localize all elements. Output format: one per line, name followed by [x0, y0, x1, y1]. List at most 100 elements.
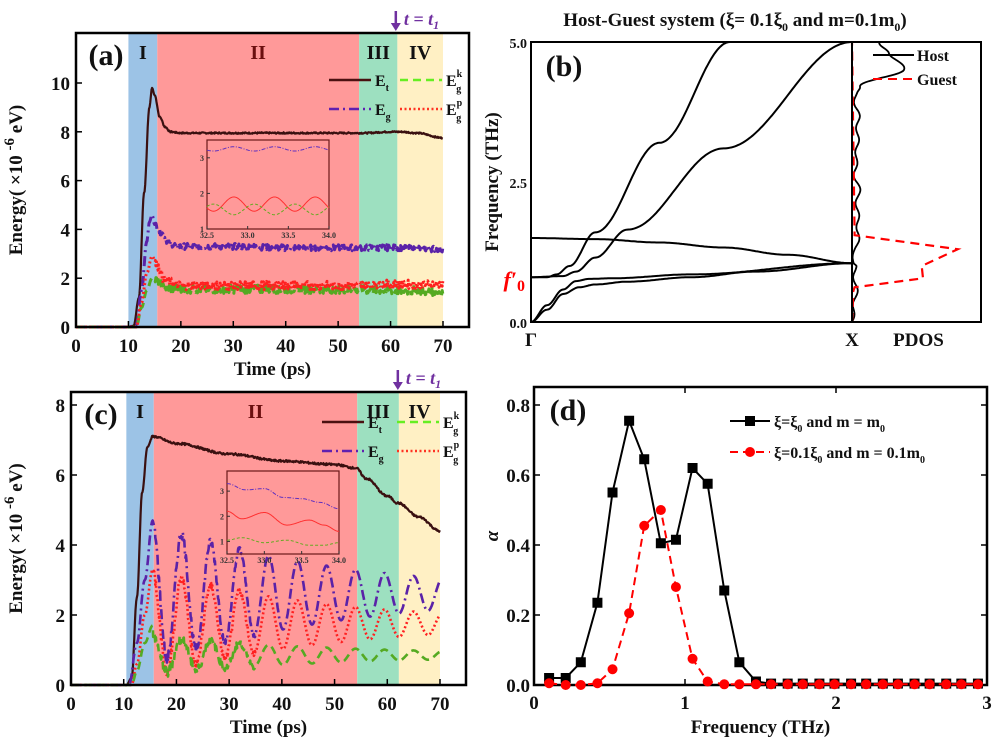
x-tick-label: 50: [325, 694, 344, 715]
data-point-circle: [766, 679, 777, 690]
x-tick-label: 50: [329, 336, 348, 357]
inset-xtick-label: 32.5: [220, 556, 234, 565]
pdos-guest: [850, 41, 962, 323]
data-point-square: [544, 673, 555, 683]
inset-frame: [226, 470, 340, 555]
inset-series-Egk: [206, 203, 330, 216]
x-tick-label: 1: [680, 693, 690, 714]
y-label-unit: eV): [6, 463, 27, 496]
band-steep-2: [531, 41, 852, 279]
series-Egp: [70, 568, 441, 687]
legend-sub: g: [453, 426, 458, 437]
data-point-circle: [719, 679, 730, 690]
y-tick-label: 0.8: [506, 396, 530, 417]
y-tick-label: 8: [61, 123, 71, 144]
y-axis-label: Energy( ×10 -6 eV): [2, 105, 27, 256]
data-point-circle: [924, 679, 935, 690]
y-axis-label: Energy( ×10 -6 eV): [2, 463, 27, 614]
data-point-square: [655, 538, 666, 549]
x-tick-label: 60: [378, 694, 397, 715]
y-tick-label: 0: [56, 676, 66, 697]
data-point-circle: [575, 680, 586, 690]
y-tick-label: 8: [56, 396, 66, 417]
inset-ytick-label: 1: [220, 537, 224, 546]
data-point-square: [624, 415, 635, 426]
legend-marker-2: [745, 447, 755, 457]
x-tick-label: 40: [276, 336, 295, 357]
y-tick-label: 0.2: [506, 606, 530, 627]
chart-title: Host-Guest system (ξ= 0.1ξ0 and m=0.1m0): [563, 10, 907, 34]
y-tick-label: 0: [61, 318, 71, 339]
y-tick-label: 2: [61, 269, 71, 290]
data-point-circle: [592, 678, 603, 689]
legend-label-1: ξ=ξ0 and m = m0: [774, 414, 885, 435]
legend-part: and m = m: [802, 414, 880, 431]
inset-series-Egp: [226, 510, 340, 532]
t1-label: t = t1: [406, 368, 441, 391]
x-tick-label: 70: [431, 694, 450, 715]
region-IV: [397, 33, 443, 327]
data-point-circle: [670, 582, 681, 592]
legend-sub: t: [386, 83, 390, 94]
t1-label: t = t1: [404, 9, 439, 32]
legend-sub: t: [379, 425, 383, 436]
x-axis-label: Time (ps): [234, 359, 311, 380]
x-tick-label: 30: [220, 694, 239, 715]
region-label-III: III: [367, 42, 391, 64]
y-tick-label: 0.0: [510, 317, 528, 332]
series-Et: [75, 86, 444, 329]
data-point-square: [719, 585, 730, 596]
f0-label: f′0: [503, 267, 525, 295]
band-flat-guest: [531, 237, 852, 265]
data-point-circle: [734, 679, 745, 690]
x-tick-gamma: Γ: [525, 330, 537, 351]
y-label-exp: -6: [2, 137, 18, 150]
panel-b: Host-Guest system (ξ= 0.1ξ0 and m=0.1m0)…: [482, 10, 982, 351]
y-tick-label: 2: [56, 606, 66, 627]
region-label-IV: IV: [408, 401, 431, 423]
region-label-I: I: [136, 401, 144, 423]
legend-sup: k: [457, 69, 463, 80]
legend-label-3: Ep g: [446, 98, 463, 124]
t1-arrow-head: [392, 382, 403, 390]
legend-sup: k: [454, 411, 460, 422]
x-tick-label: 40: [272, 694, 291, 715]
panel-label: (b): [546, 50, 583, 83]
data-point-circle: [687, 653, 698, 664]
inset-series-Eg: [206, 146, 330, 152]
band-acoustic-low: [530, 262, 852, 323]
panel-label: (c): [84, 398, 117, 431]
data-point-circle: [655, 505, 666, 515]
legend-part: 0: [817, 455, 822, 466]
legend-label-host: Host: [917, 48, 950, 65]
data-point-circle: [892, 679, 903, 690]
inset-xtick-label: 34.0: [322, 231, 336, 240]
data-point-square: [687, 463, 698, 473]
t1-sub: 1: [435, 377, 441, 391]
legend-part: and m = 0.1m: [822, 445, 920, 462]
title-sub: 0: [782, 20, 788, 34]
x-tick-label: 10: [114, 694, 133, 715]
data-point-square: [607, 487, 618, 498]
region-label-IV: IV: [409, 42, 432, 64]
inset-ytick-label: 1: [200, 225, 204, 234]
region-II: [157, 33, 360, 327]
pdos-host: [851, 41, 906, 323]
inset-xtick-label: 33.5: [295, 556, 309, 565]
legend-part: 0: [880, 424, 885, 435]
data-point-circle: [909, 679, 920, 690]
legend-label-2: ξ=0.1ξ0 and m = 0.1m0: [774, 445, 925, 466]
x-axis-label: Time (ps): [230, 717, 307, 738]
legend-sub: g: [453, 455, 458, 466]
legend-label-guest: Guest: [917, 72, 958, 89]
data-point-circle: [829, 679, 840, 690]
y-tick-label: 2.5: [510, 177, 528, 192]
pdos-frame: [851, 41, 982, 323]
pdos-label: PDOS: [893, 330, 944, 351]
inset-ytick-label: 3: [200, 154, 204, 163]
data-point-circle: [782, 679, 793, 690]
t1-sub: 1: [433, 18, 439, 32]
data-point-circle: [846, 679, 857, 690]
data-point-square: [702, 478, 713, 489]
